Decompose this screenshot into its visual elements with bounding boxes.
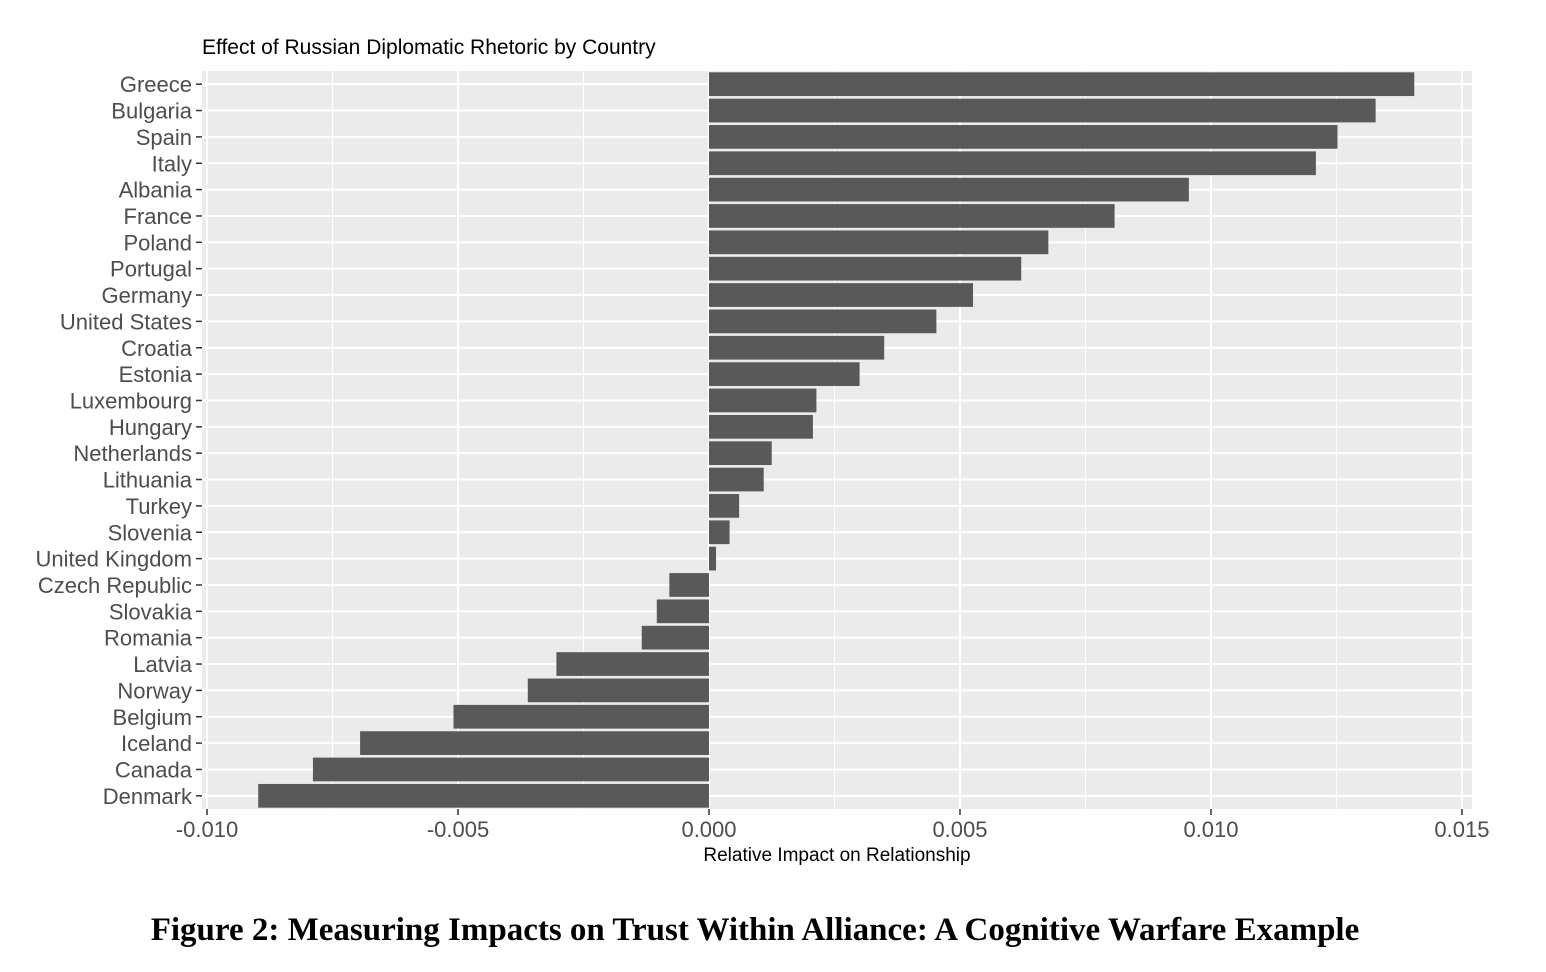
bar xyxy=(641,625,709,650)
y-tick-label: France xyxy=(124,204,192,229)
y-tick-label: Croatia xyxy=(121,336,193,361)
bar xyxy=(708,98,1376,123)
y-tick-label: Spain xyxy=(136,125,192,150)
x-tick-label: 0.000 xyxy=(681,817,736,842)
y-tick-label: Slovakia xyxy=(109,599,193,624)
bar xyxy=(258,783,709,808)
bar xyxy=(708,283,974,307)
bar xyxy=(708,125,1338,149)
y-tick-label: Italy xyxy=(152,151,192,176)
x-tick-label: 0.005 xyxy=(932,817,987,842)
bar xyxy=(708,414,813,439)
bar xyxy=(527,678,709,703)
y-tick-label: Canada xyxy=(115,757,193,782)
y-tick-label: Turkey xyxy=(126,494,192,519)
x-tick-label: -0.010 xyxy=(176,817,238,842)
y-tick-label: Estonia xyxy=(119,362,193,387)
y-tick-label: Portugal xyxy=(110,257,192,282)
y-tick-label: Norway xyxy=(117,678,192,703)
y-tick-label: Czech Republic xyxy=(38,573,192,598)
y-tick-label: United Kingdom xyxy=(35,547,192,572)
y-tick-label: Romania xyxy=(104,626,193,651)
bar xyxy=(708,362,860,386)
bar xyxy=(708,494,740,518)
x-tick-label: -0.005 xyxy=(427,817,489,842)
bar xyxy=(708,335,885,360)
y-tick-label: Latvia xyxy=(133,652,192,677)
bar xyxy=(708,388,817,413)
bar xyxy=(708,177,1189,202)
bar xyxy=(708,467,764,492)
y-tick-label: Belgium xyxy=(113,705,192,730)
x-axis: -0.010 -0.005 0.000 0.005 0.010 0.015 xyxy=(176,809,1489,842)
x-axis-label: Relative Impact on Relationship xyxy=(703,845,970,866)
bar xyxy=(669,573,709,597)
y-tick-label: Denmark xyxy=(103,784,193,809)
x-tick-label: 0.010 xyxy=(1183,817,1238,842)
bar xyxy=(556,652,709,676)
y-tick-label: Slovenia xyxy=(108,520,193,545)
bar xyxy=(708,309,937,334)
bar xyxy=(708,441,772,466)
y-tick-label: Germany xyxy=(102,283,192,308)
bar xyxy=(708,256,1022,281)
y-tick-label: Netherlands xyxy=(73,441,192,466)
bar xyxy=(453,704,709,729)
bar xyxy=(708,230,1049,255)
bar xyxy=(708,546,717,571)
y-tick-label: Bulgaria xyxy=(111,99,192,124)
chart-title: Effect of Russian Diplomatic Rhetoric by… xyxy=(202,36,656,59)
figure-caption: Figure 2: Measuring Impacts on Trust Wit… xyxy=(150,912,1360,948)
y-tick-label: Greece xyxy=(120,72,192,97)
bar xyxy=(360,731,709,755)
bars xyxy=(258,72,1415,808)
bar-chart: Effect of Russian Diplomatic Rhetoric by… xyxy=(35,36,1489,866)
x-tick-label: 0.015 xyxy=(1434,817,1489,842)
bar xyxy=(708,204,1115,228)
bar xyxy=(312,757,709,782)
y-tick-label: United States xyxy=(60,309,192,334)
bar xyxy=(708,520,730,545)
bar xyxy=(656,599,709,624)
y-axis: GreeceBulgariaSpainItalyAlbaniaFrancePol… xyxy=(35,72,202,809)
y-tick-label: Luxembourg xyxy=(70,388,192,413)
y-tick-label: Iceland xyxy=(121,731,192,756)
y-tick-label: Albania xyxy=(119,178,193,203)
bar xyxy=(708,72,1415,97)
bar xyxy=(708,151,1316,176)
y-tick-label: Hungary xyxy=(109,415,192,440)
y-tick-label: Lithuania xyxy=(103,468,193,493)
y-tick-label: Poland xyxy=(123,230,192,255)
